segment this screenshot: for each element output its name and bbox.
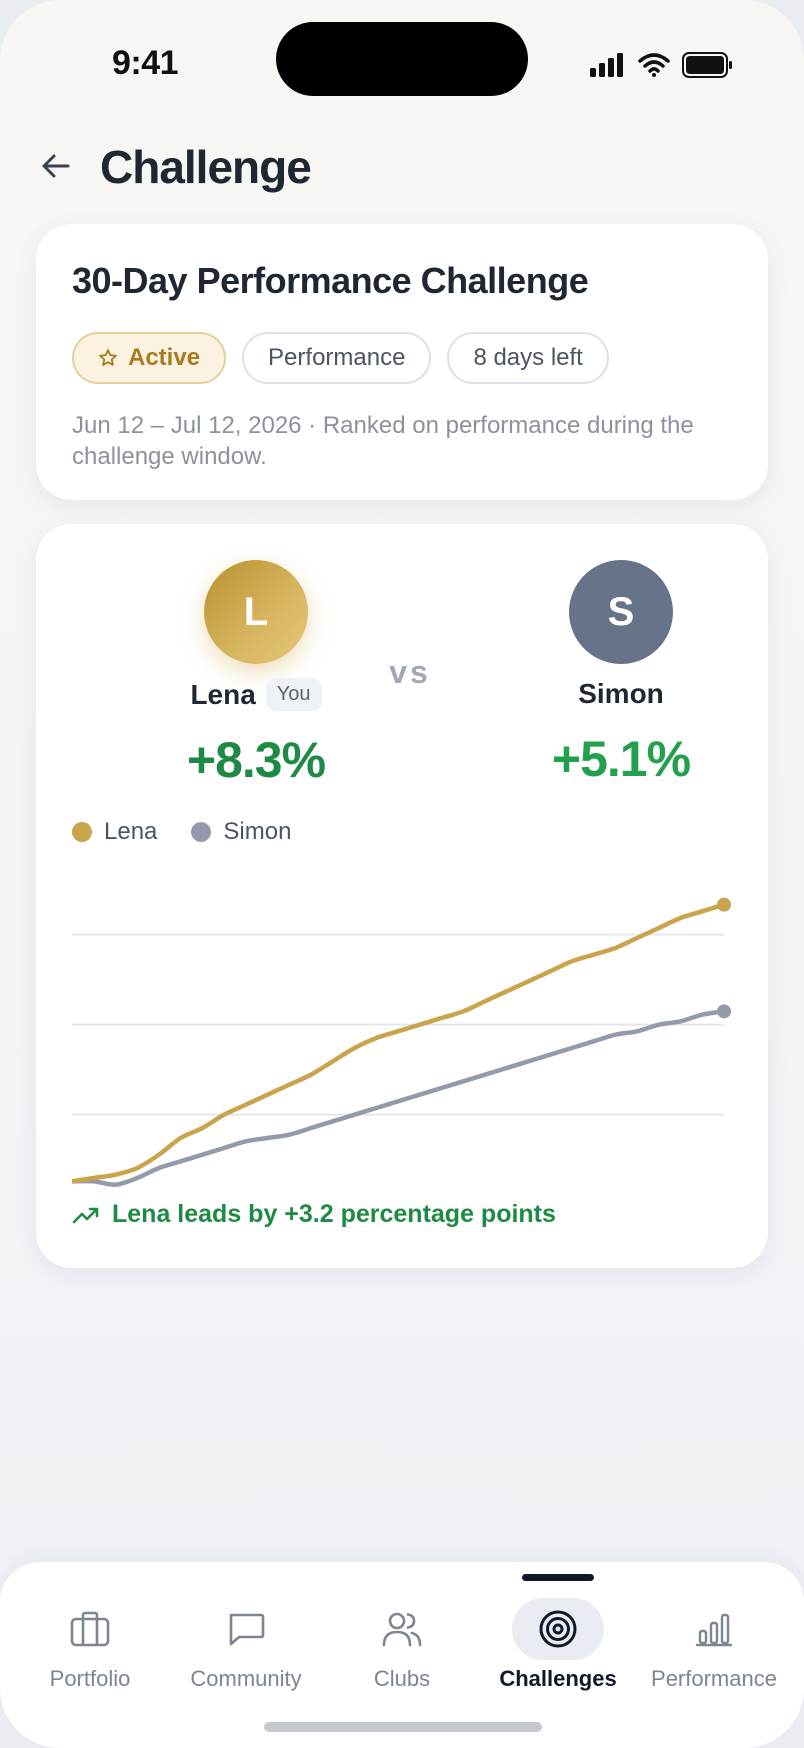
challenge-subtitle: Jun 12 – Jul 12, 2026 · Ranked on perfor… (72, 412, 694, 470)
wifi-icon (638, 53, 670, 77)
active-tab-indicator (522, 1574, 594, 1581)
tab-portfolio[interactable]: Portfolio (15, 1598, 165, 1692)
days-left-chip: 8 days left (447, 332, 609, 384)
status-badge: Active (72, 332, 227, 384)
tab-performance-icon-wrap (668, 1598, 760, 1660)
legend-label-lena: Lena (104, 818, 158, 845)
signal-icon (590, 53, 623, 77)
challenge-type-chip: Performance (242, 332, 432, 384)
you-badge: You (265, 678, 322, 711)
legend-item-lena: Lena (72, 818, 157, 846)
tab-community-label: Community (190, 1666, 302, 1691)
lead-text: Lena leads by +3.2 percentage points (112, 1200, 556, 1228)
page-title: Challenge (100, 141, 312, 193)
tab-challenges-label: Challenges (499, 1666, 617, 1691)
tab-performance[interactable]: Performance (639, 1598, 789, 1692)
tab-clubs-label: Clubs (373, 1666, 431, 1691)
series-endpoint-lena (717, 897, 731, 912)
versus-card: L Lena You +8.3% vs S Simon +5.1% Lena S… (36, 524, 768, 1268)
lead-summary: Lena leads by +3.2 percentage points (72, 1200, 556, 1229)
series-endpoint-simon (717, 1004, 731, 1019)
avatar-simon: S (569, 560, 673, 664)
player-simon: S Simon +5.1% (491, 560, 751, 788)
series-line-lena (72, 902, 727, 1184)
tab-performance-label: Performance (651, 1666, 777, 1691)
vs-label: vs (389, 654, 431, 690)
arrow-left-icon (42, 154, 70, 178)
legend-item-simon: Simon (191, 818, 291, 846)
legend-dot-lena (72, 822, 92, 842)
tab-portfolio-label: Portfolio (49, 1666, 131, 1691)
series-line-simon (72, 1009, 727, 1187)
chat-bubble-icon (229, 1613, 265, 1646)
tab-clubs-icon-wrap (356, 1598, 448, 1660)
player-lena: L Lena You +8.3% (126, 560, 386, 789)
status-icons (590, 52, 734, 78)
player-name-simon: Simon (578, 678, 664, 709)
star-icon (99, 349, 117, 366)
legend-label-simon: Simon (223, 818, 292, 845)
legend-dot-simon (191, 822, 212, 842)
battery-icon (682, 52, 732, 78)
back-button[interactable] (38, 148, 74, 184)
player-name-lena: Lena (190, 678, 256, 710)
tab-challenges-icon-wrap (512, 1598, 604, 1660)
challenge-info-card: 30-Day Performance Challenge Active Perf… (36, 224, 768, 500)
player-pct-simon: +5.1% (551, 731, 691, 787)
bottom-tab-bar: Portfolio Community Clubs (0, 1562, 804, 1748)
tab-portfolio-icon-wrap (44, 1598, 136, 1660)
performance-chart (72, 897, 731, 1187)
challenge-title: 30-Day Performance Challenge (72, 260, 589, 301)
status-badge-label: Active (128, 344, 201, 371)
target-icon (539, 1610, 577, 1648)
tab-clubs[interactable]: Clubs (327, 1598, 477, 1692)
status-time: 9:41 (112, 44, 179, 82)
challenge-chips: Active Performance 8 days left (72, 332, 732, 384)
chart-legend: Lena Simon (72, 818, 291, 846)
avatar-lena: L (204, 560, 308, 664)
player-pct-lena: +8.3% (186, 732, 326, 788)
bar-chart-icon (695, 1613, 733, 1647)
dynamic-island (276, 22, 528, 96)
users-icon (382, 1612, 422, 1647)
home-indicator (264, 1722, 542, 1732)
trending-up-icon (72, 1207, 99, 1223)
briefcase-icon (70, 1611, 110, 1647)
tab-community[interactable]: Community (171, 1598, 321, 1692)
tab-community-icon-wrap (200, 1598, 292, 1660)
tab-challenges[interactable]: Challenges (483, 1598, 633, 1692)
